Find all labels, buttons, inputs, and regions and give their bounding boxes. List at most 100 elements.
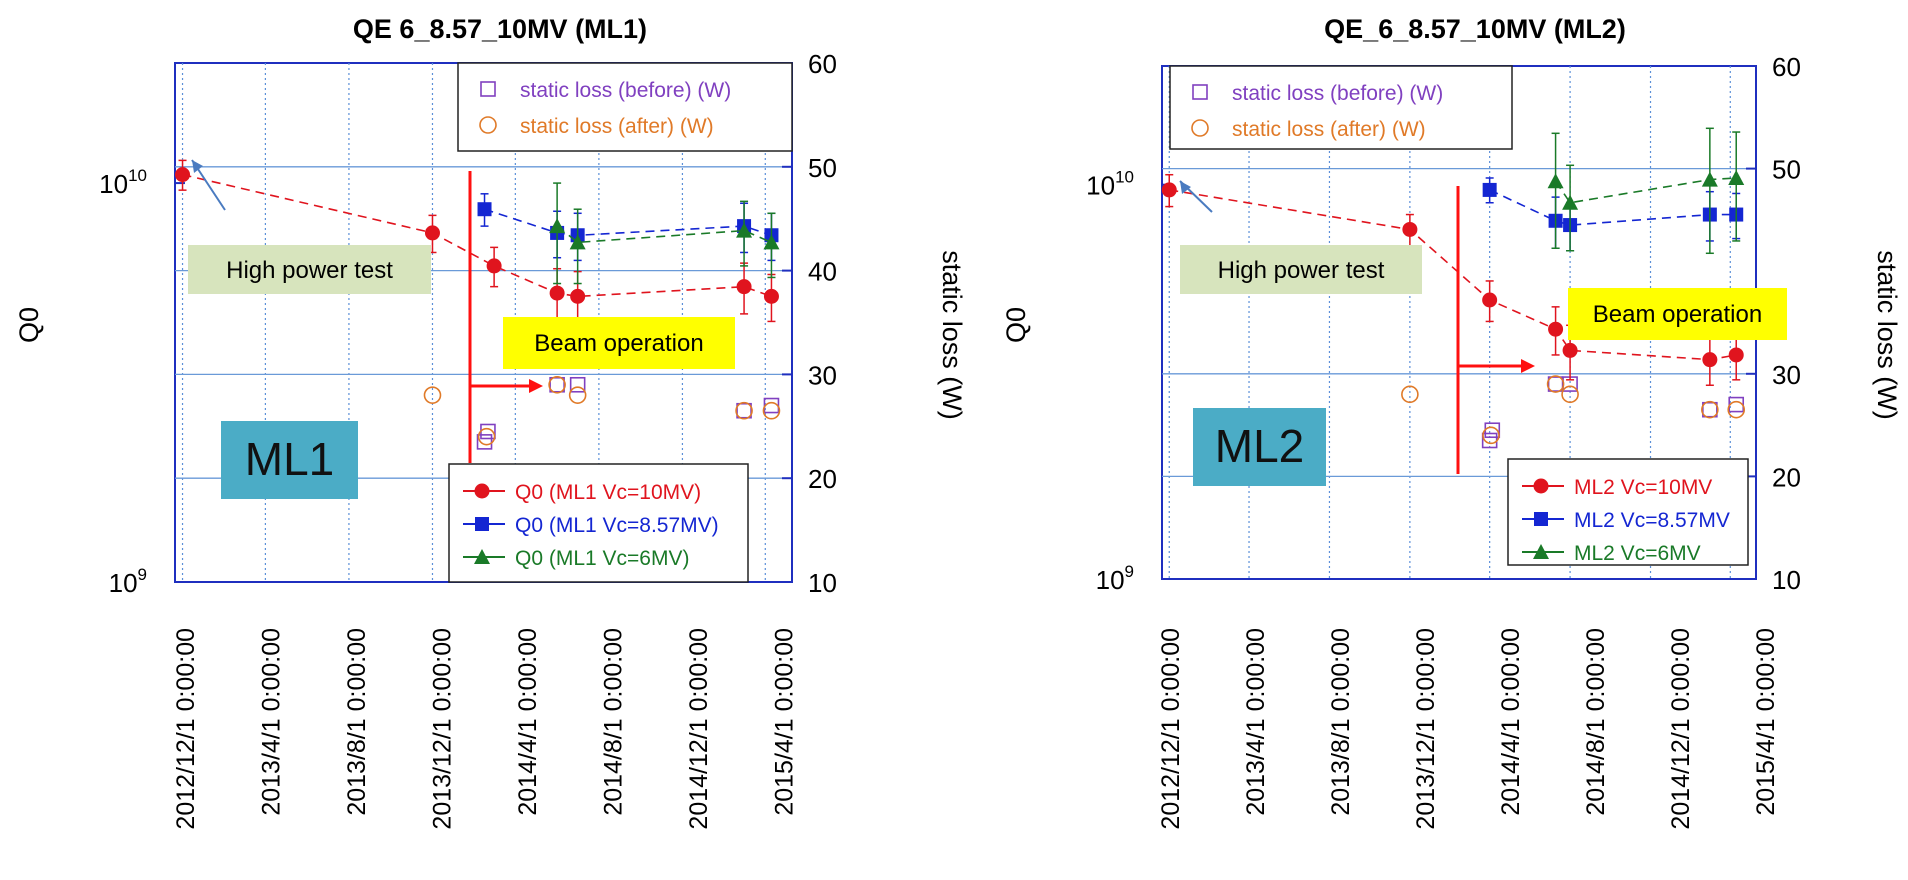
data-point (424, 225, 440, 241)
data-point (1533, 544, 1549, 559)
y-tick-label: 109 (1096, 562, 1134, 595)
legend-label: ML2 Vc=6MV (1574, 542, 1701, 565)
chart-title: QE_6_8.57_10MV (ML2) (1324, 14, 1626, 44)
module-box (221, 421, 358, 499)
series-5 (1547, 127, 1745, 255)
data-point (1191, 119, 1209, 137)
data-point (175, 167, 191, 183)
data-point (1192, 84, 1208, 100)
series-line (1554, 177, 1737, 204)
data-point (1727, 400, 1746, 419)
data-point (1482, 182, 1497, 197)
legend-box (457, 62, 793, 152)
data-point (474, 483, 490, 499)
legend-box (448, 463, 749, 583)
data-point (1562, 342, 1578, 358)
module-label: ML2 (1215, 420, 1304, 472)
data-point (477, 202, 492, 217)
data-point (568, 386, 587, 404)
legend-q0: Q0 (ML1 Vc=10MV) Q0 (ML1 Vc=8.57MV) Q0 (ML… (448, 463, 749, 583)
x-tick-label: 2015/4/1 0:00:00 (1752, 628, 1780, 816)
legend-label: ML2 Vc=8.57MV (1574, 509, 1730, 532)
x-tick-label: 2013/12/1 0:00:00 (429, 628, 457, 830)
y2-axis-label: static loss (W) (1872, 250, 1902, 420)
legend-label: static loss (before) (W) (1232, 82, 1443, 105)
data-point (736, 279, 752, 295)
data-point (1401, 385, 1419, 404)
legend-label: Q0 (ML1 Vc=8.57MV) (515, 514, 719, 537)
y-tick-label: 109 (109, 565, 147, 598)
data-point (1562, 194, 1579, 210)
data-point (569, 376, 586, 393)
data-point (475, 517, 489, 531)
data-point (1728, 169, 1745, 185)
data-point (1702, 352, 1718, 368)
series-3 (1161, 173, 1744, 387)
data-point (1701, 400, 1719, 419)
x-tick-label: 2014/8/1 0:00:00 (1582, 628, 1610, 816)
x-tick-label: 2013/8/1 0:00:00 (1327, 628, 1355, 816)
series-2 (1401, 375, 1746, 445)
y2-tick-label: 10 (1772, 565, 1801, 595)
data-point (1547, 173, 1564, 189)
legend-label: static loss (after) (W) (520, 115, 714, 138)
chart-title: QE 6_8.57_10MV (ML1) (353, 14, 647, 44)
legend-label: static loss (before) (W) (520, 79, 731, 102)
data-point (1533, 478, 1549, 494)
data-point (1402, 221, 1418, 237)
data-point (423, 386, 442, 404)
x-tick-label: 2014/8/1 0:00:00 (600, 628, 628, 816)
arrow-right-icon (1521, 359, 1535, 373)
x-tick-label: 2013/12/1 0:00:00 (1412, 628, 1440, 830)
y2-tick-label: 50 (808, 153, 837, 183)
data-point (1161, 182, 1177, 198)
x-tick-label: 2012/12/1 0:00:00 (1157, 628, 1185, 830)
data-point (569, 234, 586, 250)
data-point (548, 375, 566, 394)
legend-q0: ML2 Vc=10MV ML2 Vc=8.57MV ML2 Vc=6MV (1507, 458, 1749, 566)
x-tick-label: 2014/12/1 0:00:00 (1667, 628, 1695, 830)
legend-label: ML2 Vc=10MV (1574, 476, 1712, 499)
beam-operation-box (503, 317, 735, 369)
chart-2: QE_6_8.57_10MV (ML2)Q0 static loss (W)101… (1001, 14, 1902, 830)
data-point (549, 218, 566, 234)
arrow-head-icon (1180, 181, 1191, 194)
data-point (763, 288, 779, 304)
data-point (736, 222, 753, 238)
y-axis-label: Q0 (14, 307, 44, 343)
data-point (763, 234, 780, 250)
beam-operation-label: Beam operation (1593, 301, 1762, 328)
y2-tick-label: 30 (1772, 360, 1801, 390)
y-tick-label: 1010 (99, 166, 147, 199)
x-tick-label: 2013/8/1 0:00:00 (343, 628, 371, 816)
data-point (486, 258, 502, 274)
data-point (735, 401, 753, 420)
series-2 (423, 375, 781, 446)
module-label: ML1 (245, 433, 334, 485)
y2-tick-label: 40 (808, 257, 837, 287)
y-axis-label: Q0 (1001, 307, 1031, 343)
data-point (1546, 375, 1565, 393)
data-point (477, 427, 496, 446)
data-point (1702, 401, 1718, 418)
data-point (1534, 512, 1548, 526)
y-tick-label: 1010 (1086, 168, 1134, 201)
x-tick-label: 2014/4/1 0:00:00 (1497, 628, 1525, 816)
data-point (549, 285, 565, 301)
data-point (549, 376, 565, 393)
data-point (1561, 385, 1579, 404)
legend-label: static loss (after) (W) (1232, 118, 1426, 141)
high-power-test-box (188, 245, 431, 294)
module-box (1193, 408, 1326, 486)
x-tick-label: 2012/12/1 0:00:00 (172, 628, 200, 830)
legend-box (1169, 65, 1513, 150)
y2-tick-label: 60 (808, 49, 837, 79)
high-power-test-label: High power test (226, 257, 393, 284)
chart-1: QE 6_8.57_10MV (ML1)Q0 static loss (W)101… (14, 14, 967, 830)
data-point (1728, 347, 1744, 363)
beam-operation-label: Beam operation (534, 330, 703, 357)
beam-operation-box (1568, 288, 1787, 340)
y2-tick-label: 30 (808, 360, 837, 390)
